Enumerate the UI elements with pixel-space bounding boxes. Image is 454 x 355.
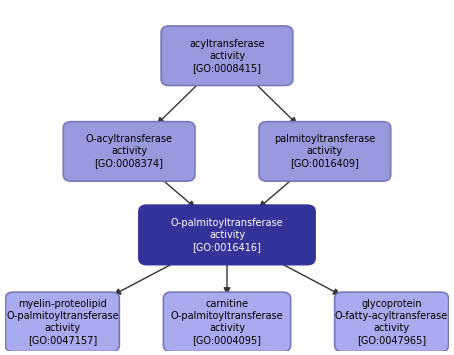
Text: O-palmitoyltransferase
activity
[GO:0016416]: O-palmitoyltransferase activity [GO:0016… (171, 218, 283, 252)
FancyBboxPatch shape (335, 292, 449, 351)
FancyBboxPatch shape (161, 26, 293, 86)
Text: palmitoyltransferase
activity
[GO:0016409]: palmitoyltransferase activity [GO:001640… (274, 135, 375, 168)
Text: carnitine
O-palmitoyltransferase
activity
[GO:0004095]: carnitine O-palmitoyltransferase activit… (171, 299, 283, 345)
FancyBboxPatch shape (5, 292, 119, 351)
FancyBboxPatch shape (63, 122, 195, 181)
FancyBboxPatch shape (259, 122, 391, 181)
FancyBboxPatch shape (163, 292, 291, 351)
Text: O-acyltransferase
activity
[GO:0008374]: O-acyltransferase activity [GO:0008374] (86, 135, 173, 168)
Text: glycoprotein
O-fatty-acyltransferase
activity
[GO:0047965]: glycoprotein O-fatty-acyltransferase act… (335, 299, 448, 345)
Text: myelin-proteolipid
O-palmitoyltransferase
activity
[GO:0047157]: myelin-proteolipid O-palmitoyltransferas… (6, 299, 118, 345)
FancyBboxPatch shape (139, 205, 315, 264)
Text: acyltransferase
activity
[GO:0008415]: acyltransferase activity [GO:0008415] (189, 39, 265, 73)
